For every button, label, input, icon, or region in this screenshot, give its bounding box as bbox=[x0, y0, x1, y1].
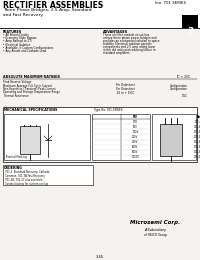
Text: Terminal Marking: Terminal Marking bbox=[5, 155, 27, 159]
Text: 400V: 400V bbox=[132, 140, 139, 144]
Text: 600V: 600V bbox=[132, 145, 139, 149]
Text: TC = 25C: TC = 25C bbox=[176, 75, 190, 79]
Text: 701-3B, 701-3C also available: 701-3B, 701-3C also available bbox=[5, 178, 42, 182]
Bar bbox=[4, 114, 90, 160]
Bar bbox=[152, 114, 196, 160]
Text: 3: 3 bbox=[187, 27, 193, 36]
Bar bbox=[0, 28, 200, 260]
Text: Contact factory for custom configs: Contact factory for custom configs bbox=[5, 182, 48, 186]
Bar bbox=[0, 0, 200, 28]
Text: FEATURES: FEATURES bbox=[3, 30, 22, 34]
Bar bbox=[20, 126, 40, 154]
Text: 3-45: 3-45 bbox=[96, 255, 104, 259]
Text: standard amplifiers.: standard amplifiers. bbox=[103, 51, 130, 55]
Text: Common, 701-3A Fast Recovery: Common, 701-3A Fast Recovery bbox=[5, 174, 45, 178]
Text: PIV: PIV bbox=[133, 115, 138, 119]
Text: 701-3B: 701-3B bbox=[194, 130, 200, 134]
Text: • Electrical Isolation: • Electrical Isolation bbox=[3, 43, 30, 47]
Text: These rectifier module circuit has: These rectifier module circuit has bbox=[103, 33, 149, 37]
Text: Per Datasheet: Per Datasheet bbox=[116, 83, 134, 88]
Text: ABSOLUTE MAXIMUM RATINGS: ABSOLUTE MAXIMUM RATINGS bbox=[3, 75, 60, 79]
Text: • Any Anode and Cathode Lead: • Any Anode and Cathode Lead bbox=[3, 49, 46, 53]
Text: RECTIFIER ASSEMBLIES: RECTIFIER ASSEMBLIES bbox=[3, 1, 103, 10]
Text: Thermal Resistance: Thermal Resistance bbox=[3, 94, 29, 98]
Text: 200V: 200V bbox=[132, 135, 139, 139]
Text: and Fast Recovery: and Fast Recovery bbox=[3, 13, 43, 17]
Text: 701-3F: 701-3F bbox=[194, 150, 200, 154]
Text: 800V: 800V bbox=[132, 150, 139, 154]
Text: No: No bbox=[196, 115, 200, 119]
Text: Operating and Storage Temperature Range: Operating and Storage Temperature Range bbox=[3, 90, 60, 94]
Text: Non-Repetitive (Transient) Peak Current: Non-Repetitive (Transient) Peak Current bbox=[3, 87, 56, 91]
Text: • Economy Style Bypass: • Economy Style Bypass bbox=[3, 36, 36, 40]
Bar bbox=[3, 107, 197, 162]
Text: 0.5C: 0.5C bbox=[182, 94, 188, 98]
Bar bbox=[160, 124, 182, 156]
Text: components and 2.5 amp rating lower: components and 2.5 amp rating lower bbox=[103, 45, 156, 49]
Text: Per Datasheet: Per Datasheet bbox=[116, 87, 134, 91]
Text: Type No. 701-SERIES: Type No. 701-SERIES bbox=[94, 108, 122, 112]
Text: 701-3E: 701-3E bbox=[194, 145, 200, 149]
Text: ADVANTAGES: ADVANTAGES bbox=[103, 30, 128, 34]
Text: Configuration: Configuration bbox=[170, 87, 188, 91]
Text: Microsemi Corp.: Microsemi Corp. bbox=[130, 220, 180, 225]
Text: 701-3A: 701-3A bbox=[194, 125, 200, 129]
Text: MECHANICAL SPECIFICATIONS: MECHANICAL SPECIFICATIONS bbox=[4, 108, 57, 112]
Text: ORDERING: ORDERING bbox=[4, 166, 23, 170]
Text: unique three phase power bridges and: unique three phase power bridges and bbox=[103, 36, 156, 40]
Bar bbox=[182, 15, 198, 28]
Text: Ino. 701 SERIES: Ino. 701 SERIES bbox=[155, 1, 186, 5]
Bar bbox=[92, 114, 150, 160]
Text: Configuration: Configuration bbox=[170, 83, 188, 88]
Text: 701-3C: 701-3C bbox=[194, 135, 200, 139]
Text: stability. Electrical isolation permits: stability. Electrical isolation permits bbox=[103, 42, 152, 46]
Text: 701-3: 701-3 bbox=[195, 120, 200, 124]
Text: 100V: 100V bbox=[132, 130, 139, 134]
Text: Three Phase Bridges, 2.5 Amp, Standard: Three Phase Bridges, 2.5 Amp, Standard bbox=[3, 8, 92, 12]
Text: -65 to + 150C: -65 to + 150C bbox=[116, 90, 134, 94]
Text: STD: STD bbox=[133, 120, 138, 124]
Text: • Amp Ratings to 2.5: • Amp Ratings to 2.5 bbox=[3, 40, 32, 43]
Text: of HEICO Group: of HEICO Group bbox=[144, 233, 166, 237]
Text: 1000V: 1000V bbox=[132, 155, 139, 159]
Text: in the old units and reducing failure in: in the old units and reducing failure in bbox=[103, 48, 156, 52]
Text: 701-3D: 701-3D bbox=[194, 140, 200, 144]
Text: provides an economical solution to space: provides an economical solution to space bbox=[103, 39, 160, 43]
Text: A Subsidiary: A Subsidiary bbox=[144, 228, 166, 232]
Text: 701-3  Standard Recovery, Cathode: 701-3 Standard Recovery, Cathode bbox=[5, 170, 50, 174]
Bar bbox=[3, 165, 93, 185]
Text: 50V: 50V bbox=[133, 125, 138, 129]
Text: Maximum Average Full-Cycle Current: Maximum Average Full-Cycle Current bbox=[3, 83, 52, 88]
Text: • Available in Custom Configurations: • Available in Custom Configurations bbox=[3, 46, 53, 50]
Text: 701-3G: 701-3G bbox=[194, 155, 200, 159]
Text: • All Silicon Diodes: • All Silicon Diodes bbox=[3, 33, 29, 37]
Text: Peak Reverse Voltage: Peak Reverse Voltage bbox=[3, 80, 31, 84]
